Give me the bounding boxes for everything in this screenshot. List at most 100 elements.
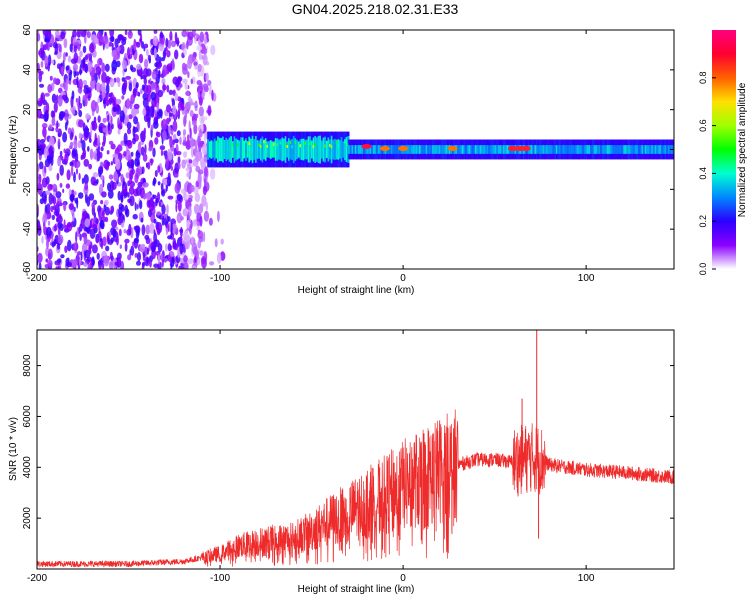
heatmap-cell [145,224,151,235]
heatmap-cell [562,145,565,154]
heatmap-cell [481,145,484,154]
heatmap-cell [40,60,44,68]
heatmap-cell [369,145,372,154]
heatmap-cell [47,30,52,41]
heatmap-cell [488,145,491,154]
heatmap-cell [127,180,130,187]
heatmap-cell [603,145,606,154]
heatmap-cell [118,34,123,41]
heatmap-cell [59,150,63,157]
heatmap-cell [322,137,325,162]
heatmap-cell [63,38,68,49]
heatmap-cell [78,192,84,199]
heatmap-cell [552,145,555,154]
heatmap-cell [344,138,347,161]
heatmap-cell [55,266,60,269]
heatmap-cell [110,227,115,236]
heatmap-cell [156,131,161,138]
heatmap-cell [438,145,441,154]
heatmap-cell [107,235,110,245]
heatmap-cell [152,194,157,199]
heatmap-cell [199,82,203,90]
heatmap-cell [638,145,641,154]
heatmap-cell [90,100,97,112]
heatmap-cell [611,145,614,154]
heatmap-cell [77,57,81,63]
heatmap-cell [135,41,141,48]
heatmap-cell [198,96,203,106]
heatmap-cell [128,155,132,160]
heatmap-cell [84,63,89,74]
heatmap-cell [317,136,320,163]
heatmap-cell [177,108,181,120]
heatmap-cell [422,145,425,154]
heatmap-cell [72,63,78,72]
heatmap-cell [475,145,478,154]
heatmap-cell [162,130,167,141]
heatmap-cell [134,202,137,211]
heatmap-cell [203,210,210,222]
heatmap-cell [443,145,446,154]
heatmap-cell [176,193,182,202]
heatmap-cell [144,234,150,240]
heatmap-cell [140,130,146,143]
heatmap-cell [37,62,40,74]
heatmap-cell [102,99,106,105]
heatmap-cell [652,145,656,154]
heatmap-cell [169,251,175,257]
heatmap-cell [294,141,298,144]
heatmap-cell [626,145,629,154]
heatmap-cell [250,138,253,161]
heatmap-cell [623,145,626,154]
heatmap-cell [114,54,119,61]
y-tick-label: 8000 [22,354,33,377]
heatmap-cell [435,145,438,154]
heatmap-cell [246,141,249,158]
y-tick-label: -60 [22,261,33,276]
heatmap-cell [489,145,493,154]
heatmap-cell [54,260,61,266]
heatmap-cell [210,140,213,159]
heatmap-cell [79,50,83,58]
heatmap-cell [127,139,133,149]
heatmap-cell [209,261,215,266]
heatmap-cell [178,236,183,243]
heatmap-cell [127,30,133,39]
heatmap-cell [167,235,173,240]
heatmap-cell [409,145,412,154]
heatmap-cell [631,145,634,154]
heatmap-cell [458,145,461,154]
heatmap-cell [332,139,335,160]
heatmap-cell [410,145,413,154]
heatmap-cell [170,222,173,234]
heatmap-cell [71,147,78,158]
heatmap-cell [114,38,119,48]
heatmap-cell [142,67,149,78]
heatmap-cell [54,38,57,44]
heatmap-cell [105,162,110,171]
heatmap-cell [460,145,463,154]
heatmap-cell [63,148,66,154]
heatmap-cell [102,34,109,45]
heatmap-cell [649,145,652,154]
heatmap-cell [67,239,72,252]
heatmap-cell [109,30,115,38]
heatmap-cell [174,49,179,60]
heatmap-cell [157,181,161,186]
heatmap-cell [68,203,75,211]
heatmap-cell [40,139,46,144]
heatmap-cell [470,145,473,154]
heatmap-cell [125,172,131,179]
heatmap-cell [161,204,166,215]
heatmap-cell [203,37,208,45]
heatmap-cell [99,238,103,242]
heatmap-cell [117,258,122,266]
heatmap-cell [367,145,371,154]
heatmap-cell [67,55,72,63]
heatmap-cell [616,145,619,154]
heatmap-cell [503,145,506,154]
heatmap-cell [193,51,197,58]
heatmap-cell [98,259,103,269]
heatmap-cell [136,63,142,70]
heatmap-cell [149,106,153,111]
